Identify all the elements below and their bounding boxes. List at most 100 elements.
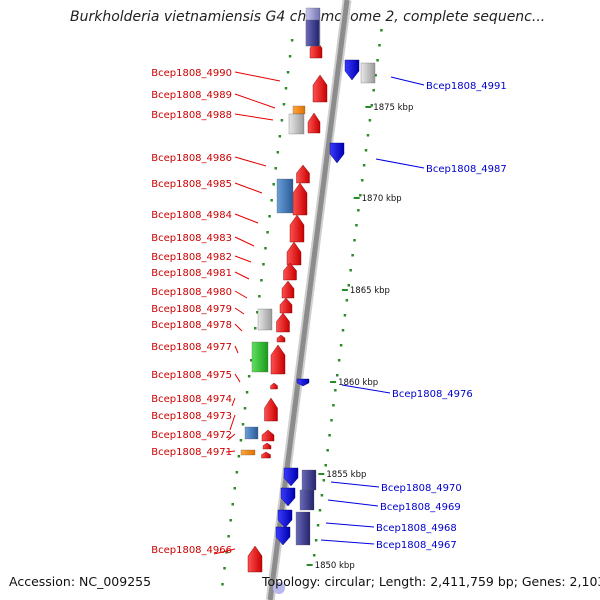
forward-gene-label[interactable]: Bcep1808_4984 — [151, 210, 232, 221]
forward-gene-arrow[interactable] — [292, 182, 308, 216]
track-dot — [284, 87, 288, 90]
forward-gene-label[interactable]: Bcep1808_4966 — [151, 545, 232, 556]
reverse-gene-label[interactable]: Bcep1808_4987 — [426, 164, 507, 175]
gene-block[interactable] — [244, 426, 259, 440]
forward-gene-label[interactable]: Bcep1808_4977 — [151, 342, 232, 353]
forward-gene-arrow[interactable] — [270, 344, 286, 375]
label-leader-line — [325, 522, 375, 528]
forward-gene-label[interactable]: Bcep1808_4983 — [151, 233, 232, 244]
track-dot — [249, 359, 253, 362]
gene-block[interactable] — [288, 113, 305, 135]
track-dot — [360, 179, 364, 182]
reverse-gene-arrow[interactable] — [280, 487, 296, 507]
forward-gene-arrow[interactable] — [307, 112, 321, 134]
forward-gene-arrow[interactable] — [289, 214, 305, 243]
forward-gene-label[interactable]: Bcep1808_4978 — [151, 320, 232, 331]
forward-gene-label[interactable]: Bcep1808_4975 — [151, 370, 232, 381]
label-leader-line — [375, 158, 425, 169]
track-dot — [334, 389, 337, 392]
label-leader-line — [227, 433, 236, 441]
forward-gene-label[interactable]: Bcep1808_4990 — [151, 68, 232, 79]
forward-gene-label[interactable]: Bcep1808_4972 — [151, 430, 232, 441]
track-dot — [353, 239, 356, 242]
reverse-gene-arrow[interactable] — [283, 467, 299, 487]
forward-gene-label[interactable]: Bcep1808_4974 — [151, 394, 232, 405]
forward-gene-arrow[interactable] — [276, 334, 286, 343]
track-dot — [288, 55, 292, 58]
gene-block[interactable] — [295, 511, 311, 546]
forward-gene-arrow[interactable] — [261, 429, 275, 442]
forward-gene-arrow[interactable] — [283, 262, 297, 281]
track-dot — [221, 583, 224, 586]
forward-gene-arrow[interactable] — [270, 382, 278, 390]
scale-tick — [341, 289, 348, 291]
track-dot — [330, 419, 333, 422]
reverse-gene-label[interactable]: Bcep1808_4970 — [381, 483, 462, 494]
track-dot — [380, 29, 383, 32]
gene-block[interactable] — [292, 105, 306, 115]
reverse-gene-arrow[interactable] — [344, 59, 360, 81]
track-dot — [286, 71, 290, 74]
reverse-gene-arrow[interactable] — [277, 509, 293, 529]
forward-gene-label[interactable]: Bcep1808_4973 — [151, 411, 232, 422]
forward-gene-label[interactable]: Bcep1808_4982 — [151, 252, 232, 263]
forward-gene-label[interactable]: Bcep1808_4988 — [151, 110, 232, 121]
forward-gene-arrow[interactable] — [262, 442, 272, 450]
label-leader-line — [234, 93, 276, 109]
label-leader-line — [234, 307, 245, 315]
forward-gene-arrow[interactable] — [261, 451, 271, 459]
track-dot — [268, 215, 271, 218]
track-dot — [347, 284, 351, 287]
label-leader-line — [229, 414, 236, 431]
forward-gene-label[interactable]: Bcep1808_4989 — [151, 90, 232, 101]
forward-gene-arrow[interactable] — [247, 545, 263, 573]
label-leader-line — [234, 255, 252, 263]
forward-gene-label[interactable]: Bcep1808_4981 — [151, 268, 232, 279]
track-dot — [370, 104, 374, 107]
reverse-gene-label[interactable]: Bcep1808_4967 — [376, 540, 457, 551]
forward-gene-arrow[interactable] — [264, 397, 278, 422]
track-dot — [324, 464, 327, 467]
gene-block[interactable] — [299, 489, 315, 511]
label-leader-line — [327, 499, 379, 507]
gene-block[interactable] — [301, 469, 317, 491]
forward-gene-label[interactable]: Bcep1808_4980 — [151, 287, 232, 298]
scale-tick — [330, 381, 337, 383]
forward-gene-label[interactable]: Bcep1808_4986 — [151, 153, 232, 164]
track-dot — [351, 254, 354, 257]
gene-block[interactable] — [276, 178, 294, 214]
gene-block[interactable] — [305, 19, 320, 47]
track-dot — [225, 551, 228, 554]
forward-gene-label[interactable]: Bcep1808_4971 — [151, 447, 232, 458]
track-dot — [359, 194, 362, 197]
gene-block[interactable] — [360, 62, 376, 84]
reverse-gene-arrow[interactable] — [275, 526, 291, 546]
forward-gene-arrow[interactable] — [281, 280, 295, 299]
forward-gene-arrow[interactable] — [296, 164, 310, 184]
reverse-gene-label[interactable]: Bcep1808_4968 — [376, 523, 457, 534]
gene-block[interactable] — [240, 449, 256, 456]
track-dot — [326, 449, 329, 452]
reverse-gene-arrow[interactable] — [296, 378, 310, 387]
track-dot — [264, 247, 267, 250]
gene-block[interactable] — [273, 582, 285, 594]
reverse-gene-label[interactable]: Bcep1808_4976 — [392, 389, 473, 400]
forward-gene-arrow[interactable] — [286, 241, 302, 266]
gene-block[interactable] — [251, 341, 269, 373]
forward-gene-arrow[interactable] — [312, 74, 328, 103]
scale-tick — [353, 197, 360, 199]
track-dot — [328, 434, 331, 437]
label-leader-line — [234, 290, 248, 299]
label-leader-line — [234, 113, 274, 121]
forward-gene-arrow[interactable] — [279, 297, 293, 314]
gene-block[interactable] — [257, 308, 273, 331]
reverse-gene-label[interactable]: Bcep1808_4991 — [426, 81, 507, 92]
forward-gene-label[interactable]: Bcep1808_4985 — [151, 179, 232, 190]
forward-gene-label[interactable]: Bcep1808_4979 — [151, 304, 232, 315]
track-dot — [282, 103, 286, 106]
reverse-gene-label[interactable]: Bcep1808_4969 — [380, 502, 461, 513]
forward-gene-arrow[interactable] — [276, 312, 290, 333]
reverse-gene-arrow[interactable] — [329, 142, 345, 164]
label-leader-line — [225, 450, 236, 453]
